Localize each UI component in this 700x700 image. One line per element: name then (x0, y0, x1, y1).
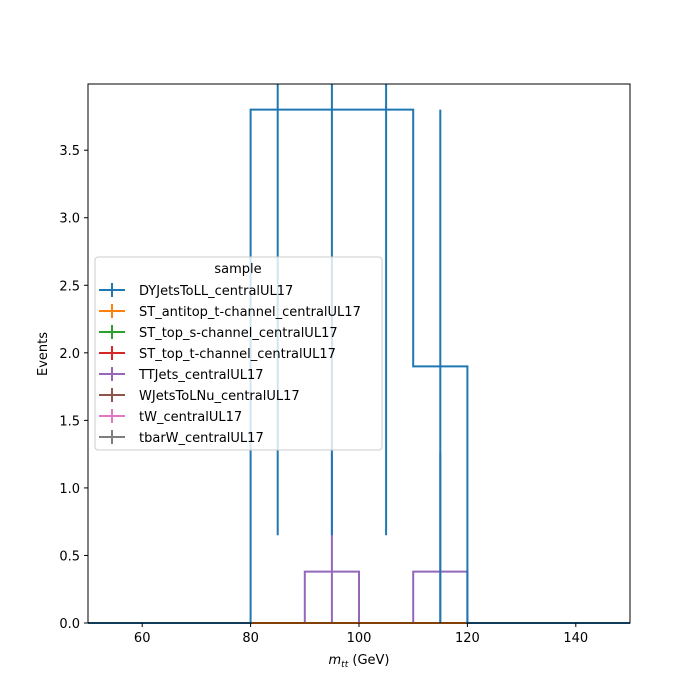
y-tick-label: 0.5 (59, 549, 80, 564)
x-tick-label: 60 (134, 631, 151, 646)
y-tick-label: 0.0 (59, 617, 80, 632)
legend-entry: tbarW_centralUL17 (99, 430, 264, 446)
legend-entry: DYJetsToLL_centralUL17 (99, 283, 293, 299)
legend-label: ST_antitop_t-channel_centralUL17 (139, 305, 361, 320)
y-tick-label: 2.0 (59, 347, 80, 362)
legend-entry: TTJets_centralUL17 (99, 367, 264, 383)
y-tick-label: 2.5 (59, 279, 80, 294)
legend-entry: tW_centralUL17 (99, 409, 242, 425)
legend-entry: ST_antitop_t-channel_centralUL17 (99, 304, 361, 320)
legend-label: TTJets_centralUL17 (138, 368, 264, 383)
x-axis-label-unit: (GeV) (348, 653, 389, 668)
legend-label: tW_centralUL17 (139, 410, 242, 425)
x-tick-label: 120 (455, 631, 480, 646)
x-axis-label-var: m (329, 653, 342, 668)
y-axis: 0.0 0.5 1.0 1.5 2.0 2.5 3.0 3.5 (59, 144, 88, 632)
legend-label: tbarW_centralUL17 (139, 431, 264, 446)
x-tick-label: 140 (563, 631, 588, 646)
x-tick-label: 100 (347, 631, 372, 646)
legend-box (94, 256, 383, 451)
legend-title: sample (214, 262, 261, 277)
y-tick-label: 1.5 (59, 414, 80, 429)
legend-label: WJetsToLNu_centralUL17 (139, 389, 300, 404)
x-axis-label: mtt (GeV) (329, 653, 390, 670)
y-tick-label: 1.0 (59, 482, 80, 497)
legend: sample DYJetsToLL_centralUL17 ST_antitop_… (94, 256, 383, 451)
legend-label: DYJetsToLL_centralUL17 (139, 284, 293, 299)
x-axis: 60 80 100 120 140 (134, 623, 588, 646)
legend-entry: ST_top_t-channel_centralUL17 (99, 346, 336, 362)
y-tick-label: 3.0 (59, 212, 80, 227)
legend-entry: ST_top_s-channel_centralUL17 (99, 325, 338, 341)
legend-entry: WJetsToLNu_centralUL17 (99, 388, 300, 404)
y-tick-label: 3.5 (59, 144, 80, 159)
y-axis-label: Events (36, 332, 51, 376)
x-tick-label: 80 (242, 631, 259, 646)
legend-label: ST_top_s-channel_centralUL17 (139, 326, 338, 341)
legend-label: ST_top_t-channel_centralUL17 (139, 347, 336, 362)
x-axis-label-sub: tt (341, 660, 349, 670)
